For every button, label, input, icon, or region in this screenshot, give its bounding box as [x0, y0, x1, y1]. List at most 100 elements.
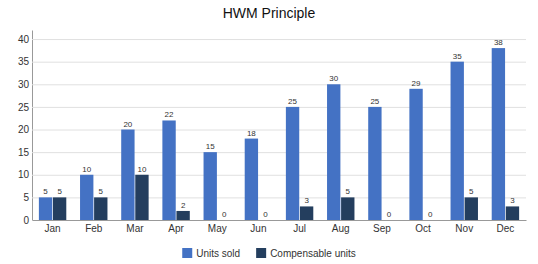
- data-label: 2: [181, 201, 186, 210]
- y-tick: 25: [18, 102, 526, 113]
- bar: [300, 206, 313, 220]
- grid-line: [32, 220, 526, 221]
- bar: [423, 220, 436, 221]
- legend-label: Units sold: [196, 248, 240, 259]
- bar: [80, 175, 93, 220]
- legend-swatch: [256, 248, 266, 258]
- bar: [341, 197, 354, 220]
- x-tick: Oct: [415, 223, 431, 234]
- series: [53, 175, 519, 220]
- series: [39, 48, 505, 220]
- y-tick-label: 30: [18, 79, 30, 90]
- bar: [135, 175, 148, 220]
- y-tick: 10: [18, 169, 526, 180]
- x-tick-label: Jun: [250, 223, 266, 234]
- legend-label: Compensable units: [270, 248, 356, 259]
- x-tick: Aug: [332, 223, 350, 234]
- data-label: 3: [510, 196, 515, 205]
- x-tick: Apr: [168, 223, 184, 234]
- data-label: 0: [222, 210, 227, 219]
- x-axis: Jan Feb Mar Apr May Jun Jul Aug Sep Oct Nov Dec: [33, 221, 527, 235]
- y-axis-line: [32, 31, 33, 221]
- data-label: 10: [82, 165, 91, 174]
- bar: [204, 152, 217, 220]
- y-axis: 0510152025303540: [18, 31, 526, 226]
- title: HWM Principle: [223, 5, 316, 21]
- bar: [176, 211, 189, 220]
- data-label: 20: [123, 120, 132, 129]
- legend-swatch: [182, 248, 192, 258]
- data-label: 5: [346, 187, 351, 196]
- x-tick-label: May: [208, 223, 227, 234]
- x-tick-label: Feb: [85, 223, 103, 234]
- data-label: 29: [412, 79, 421, 88]
- bar: [121, 130, 134, 220]
- y-tick: 15: [18, 147, 526, 158]
- plot: 0510152025303540JanFebMarAprMayJunJulAug…: [18, 31, 527, 235]
- x-tick-label: Sep: [373, 223, 391, 234]
- data-label: 30: [329, 74, 338, 83]
- x-tick: Feb: [85, 223, 103, 234]
- bar: [94, 197, 107, 220]
- bar: [245, 139, 258, 220]
- bar: [327, 84, 340, 220]
- bar: [465, 197, 478, 220]
- x-tick-label: Oct: [415, 223, 431, 234]
- data-label: 5: [43, 187, 48, 196]
- y-tick-label: 0: [23, 215, 29, 226]
- y-tick-label: 25: [18, 102, 30, 113]
- y-tick-label: 40: [18, 34, 30, 45]
- x-tick-label: Nov: [455, 223, 473, 234]
- x-tick: Jul: [293, 223, 306, 234]
- x-tick: Nov: [455, 223, 473, 234]
- x-tick-label: Jul: [293, 223, 306, 234]
- data-label: 0: [387, 210, 392, 219]
- bar: [39, 197, 52, 220]
- bar: [53, 197, 66, 220]
- bar: [259, 220, 272, 221]
- chart: HWM Principle0510152025303540JanFebMarAp…: [0, 0, 538, 264]
- y-tick-label: 35: [18, 56, 30, 67]
- data-label: 35: [453, 52, 462, 61]
- bar: [409, 89, 422, 220]
- data-label: 18: [247, 129, 256, 138]
- data-label: 25: [288, 97, 297, 106]
- bars: [39, 48, 519, 220]
- x-tick: Jun: [250, 223, 266, 234]
- bar: [451, 62, 464, 220]
- legend: Units sold Compensable units: [182, 248, 356, 259]
- bar: [368, 107, 381, 220]
- y-tick: 35: [18, 56, 526, 67]
- y-tick-label: 20: [18, 124, 30, 135]
- data-label: 0: [263, 210, 268, 219]
- legend-item: Units sold: [182, 248, 240, 259]
- data-label: 5: [57, 187, 62, 196]
- data-label: 25: [370, 97, 379, 106]
- data-label: 38: [494, 38, 503, 47]
- x-tick: Dec: [497, 223, 515, 234]
- x-tick-label: Apr: [168, 223, 184, 234]
- legend-item: Compensable units: [256, 248, 356, 259]
- x-tick-label: Mar: [126, 223, 144, 234]
- bar: [162, 120, 175, 220]
- y-tick-label: 10: [18, 169, 30, 180]
- x-tick: Sep: [373, 223, 391, 234]
- data-label: 5: [469, 187, 474, 196]
- bar: [492, 48, 505, 220]
- bar: [382, 220, 395, 221]
- data-labels: 510202215182530252935385510200350053: [43, 38, 515, 219]
- y-tick-label: 5: [23, 192, 29, 203]
- x-tick-label: Aug: [332, 223, 350, 234]
- data-label: 10: [137, 165, 146, 174]
- x-tick: May: [208, 223, 227, 234]
- bar: [218, 220, 231, 221]
- bar: [286, 107, 299, 220]
- data-label: 15: [206, 142, 215, 151]
- y-tick: 40: [18, 34, 526, 45]
- y-tick: 30: [18, 79, 526, 90]
- y-tick: 20: [18, 124, 526, 135]
- grid-line: [32, 39, 526, 40]
- x-tick-label: Jan: [45, 223, 61, 234]
- data-label: 3: [304, 196, 309, 205]
- x-tick: Mar: [126, 223, 144, 234]
